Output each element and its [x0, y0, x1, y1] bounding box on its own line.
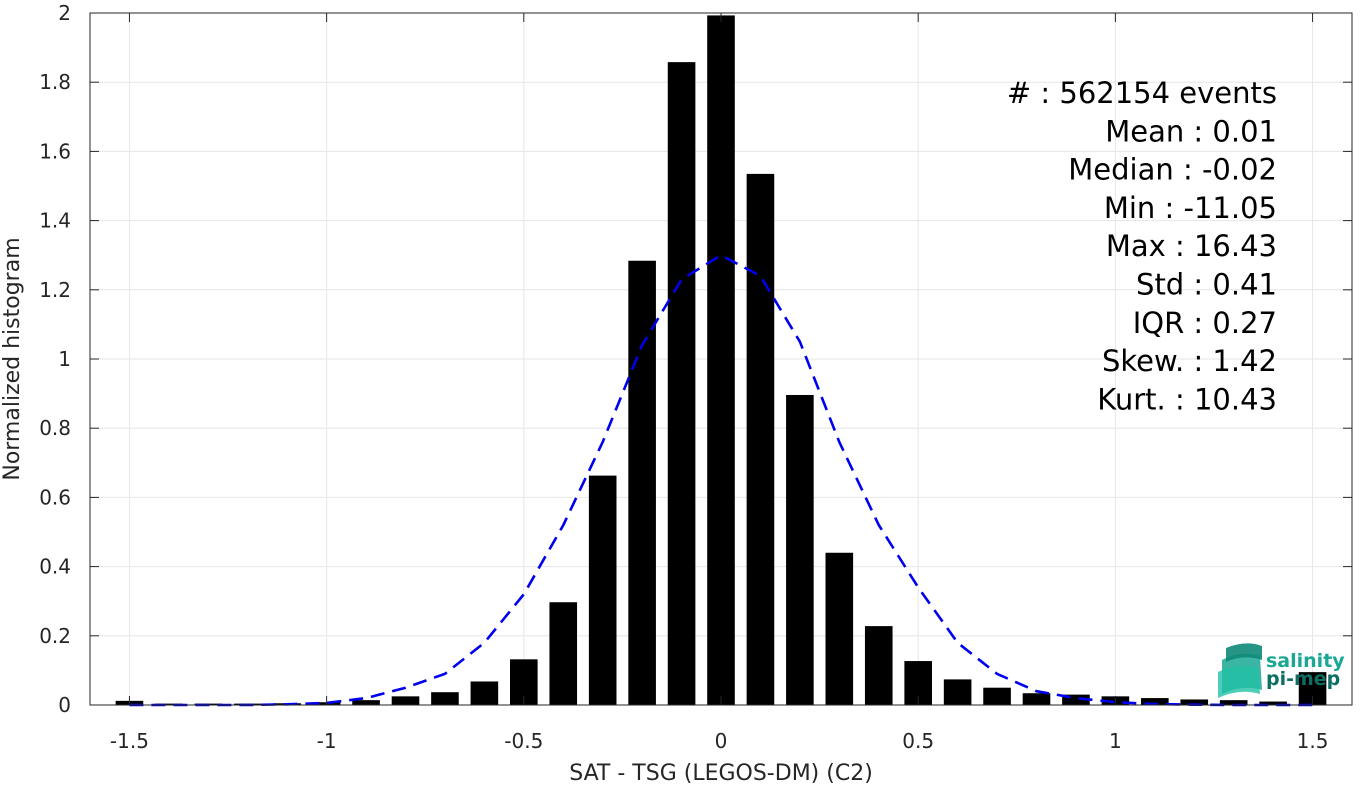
histogram-bar	[1141, 698, 1169, 705]
x-tick-label: -0.5	[504, 729, 543, 753]
y-tick-label: 1.4	[39, 209, 71, 233]
histogram-bar	[983, 687, 1011, 705]
histogram-bar	[943, 679, 972, 705]
stat-annotation-line: Std : 0.41	[1136, 268, 1277, 302]
stat-annotation-line: Mean : 0.01	[1105, 114, 1277, 148]
y-tick-label: 1.2	[39, 278, 71, 302]
y-axis-title: Normalized histogram	[0, 237, 25, 480]
stat-annotation-line: Max : 16.43	[1106, 229, 1277, 263]
histogram-bar	[746, 173, 775, 705]
stat-annotation-line: IQR : 0.27	[1133, 306, 1277, 340]
y-tick-label: 0.4	[39, 555, 71, 579]
stat-annotation-line: # : 562154 events	[1007, 76, 1277, 110]
salinity-pimep-logo: salinity pi-mep	[1218, 643, 1345, 698]
x-tick-label: 0.5	[902, 729, 934, 753]
histogram-bar	[864, 626, 893, 705]
x-tick-label: -1.5	[110, 729, 149, 753]
histogram-bar	[549, 602, 578, 705]
x-tick-label: 0	[715, 729, 728, 753]
y-tick-label: 0.2	[39, 624, 71, 648]
stat-annotation-line: Kurt. : 10.43	[1097, 382, 1277, 416]
histogram-bar	[155, 703, 183, 705]
histogram-bar	[786, 394, 814, 705]
histogram-bar	[391, 696, 420, 705]
histogram-bar	[1219, 700, 1248, 705]
histogram-bar	[1022, 693, 1051, 705]
y-tick-label: 0.6	[39, 485, 71, 509]
y-tick-label: 0.8	[39, 416, 71, 440]
logo-text-pimep: pi-mep	[1266, 668, 1340, 690]
histogram-bar	[628, 260, 656, 705]
x-tick-label: 1	[1109, 729, 1122, 753]
x-axis-title: SAT - TSG (LEGOS-DM) (C2)	[569, 761, 873, 785]
axis-ticks: -1.5 -1 -0.5 0 0.5 1 1.5 0 0.2 0.4 0.6 0.8 1 1.2 1.4 1.…	[39, 1, 1352, 753]
histogram-bar	[707, 15, 735, 706]
y-tick-label: 1	[58, 347, 71, 371]
histogram-bar	[431, 692, 459, 705]
stat-annotation-line: Median : -0.02	[1068, 153, 1277, 187]
stat-annotation-line: Min : -11.05	[1104, 191, 1277, 225]
histogram-bar	[1062, 694, 1090, 705]
y-tick-label: 2	[58, 1, 71, 25]
histogram-bar	[588, 475, 617, 705]
histogram-bar	[825, 552, 854, 705]
y-tick-label: 1.8	[39, 70, 71, 94]
x-tick-label: 1.5	[1297, 729, 1329, 753]
histogram-bar	[667, 62, 696, 705]
y-tick-label: 0	[58, 693, 71, 717]
logo-text-salinity: salinity	[1266, 650, 1345, 672]
histogram-bar	[352, 700, 380, 705]
histogram-bar	[1259, 701, 1287, 705]
stat-annotation-line: Skew. : 1.42	[1102, 344, 1277, 378]
statistics-annotation: # : 562154 events Mean : 0.01 Median : -0.…	[1007, 76, 1277, 416]
wave-logo-icon	[1218, 643, 1262, 698]
y-tick-label: 1.6	[39, 139, 71, 163]
histogram-bar	[1180, 699, 1209, 705]
x-tick-label: -1	[317, 729, 337, 753]
histogram-bar	[470, 681, 499, 705]
